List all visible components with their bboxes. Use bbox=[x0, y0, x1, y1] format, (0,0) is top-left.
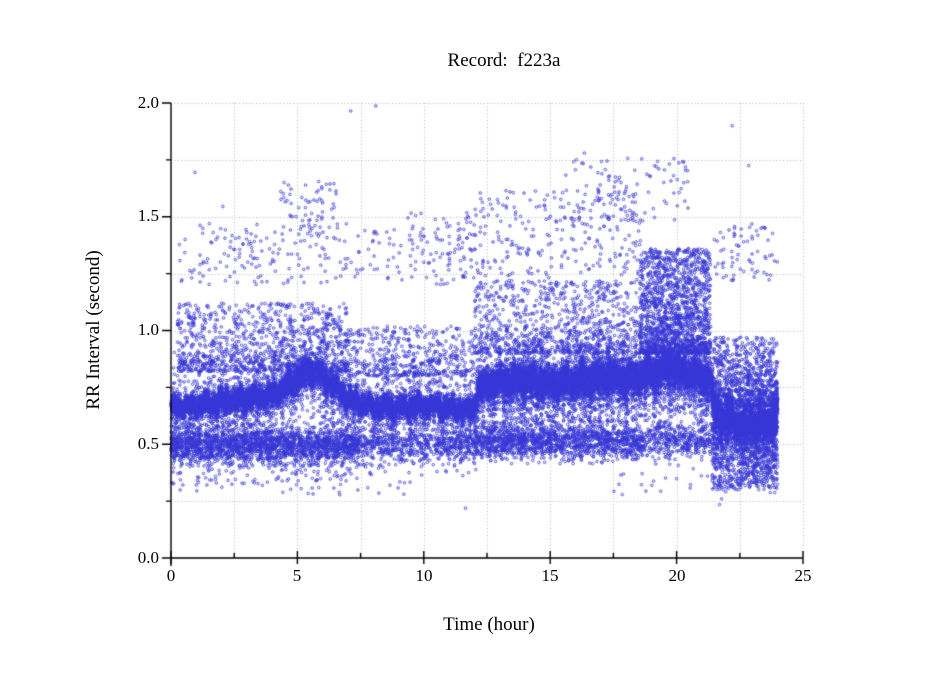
y-tick-label-1.0: 1.0 bbox=[137, 320, 159, 339]
x-tick-label-5: 5 bbox=[292, 566, 302, 585]
x-tick-label-0: 0 bbox=[166, 566, 176, 585]
y-tick-label-0.5: 0.5 bbox=[137, 434, 159, 453]
chart-title: Record: f223a bbox=[447, 50, 561, 71]
y-axis-label: RR Interval (second) bbox=[83, 250, 104, 410]
x-tick-label-25: 25 bbox=[794, 566, 812, 585]
x-tick-label-10: 10 bbox=[415, 566, 433, 585]
x-axis-label: Time (hour) bbox=[443, 614, 535, 635]
y-tick-label-2.0: 2.0 bbox=[137, 93, 159, 112]
y-tick-label-0.0: 0.0 bbox=[137, 548, 159, 567]
x-tick-label-15: 15 bbox=[541, 566, 559, 585]
y-tick-label-1.5: 1.5 bbox=[137, 206, 159, 225]
x-tick-label-20: 20 bbox=[668, 566, 686, 585]
